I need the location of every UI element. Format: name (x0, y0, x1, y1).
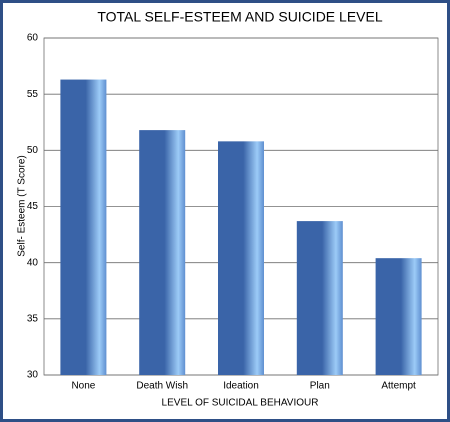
x-axis-label: LEVEL OF SUICIDAL BEHAVIOUR (162, 398, 319, 409)
y-tick-label: 50 (27, 145, 39, 156)
y-axis-label: Self- Esteem (T Score) (17, 155, 28, 257)
y-tick-label: 45 (27, 201, 39, 212)
x-tick-label: Plan (310, 381, 330, 392)
bar (60, 79, 107, 376)
y-tick-label: 40 (27, 257, 39, 268)
bar (218, 141, 264, 375)
y-tick-label: 35 (27, 313, 39, 324)
y-tick-label: 55 (27, 89, 39, 100)
x-tick-label: None (71, 381, 95, 392)
x-tick-label: Death Wish (136, 381, 188, 392)
x-tick-label: Ideation (223, 381, 259, 392)
x-tick-label: Attempt (381, 381, 416, 392)
bar (375, 258, 422, 375)
bar (296, 221, 343, 375)
y-tick-label: 60 (27, 33, 39, 44)
y-tick-label: 30 (27, 370, 39, 381)
bar (139, 130, 186, 375)
chart-title: TOTAL SELF-ESTEEM AND SUICIDE LEVEL (97, 9, 382, 25)
